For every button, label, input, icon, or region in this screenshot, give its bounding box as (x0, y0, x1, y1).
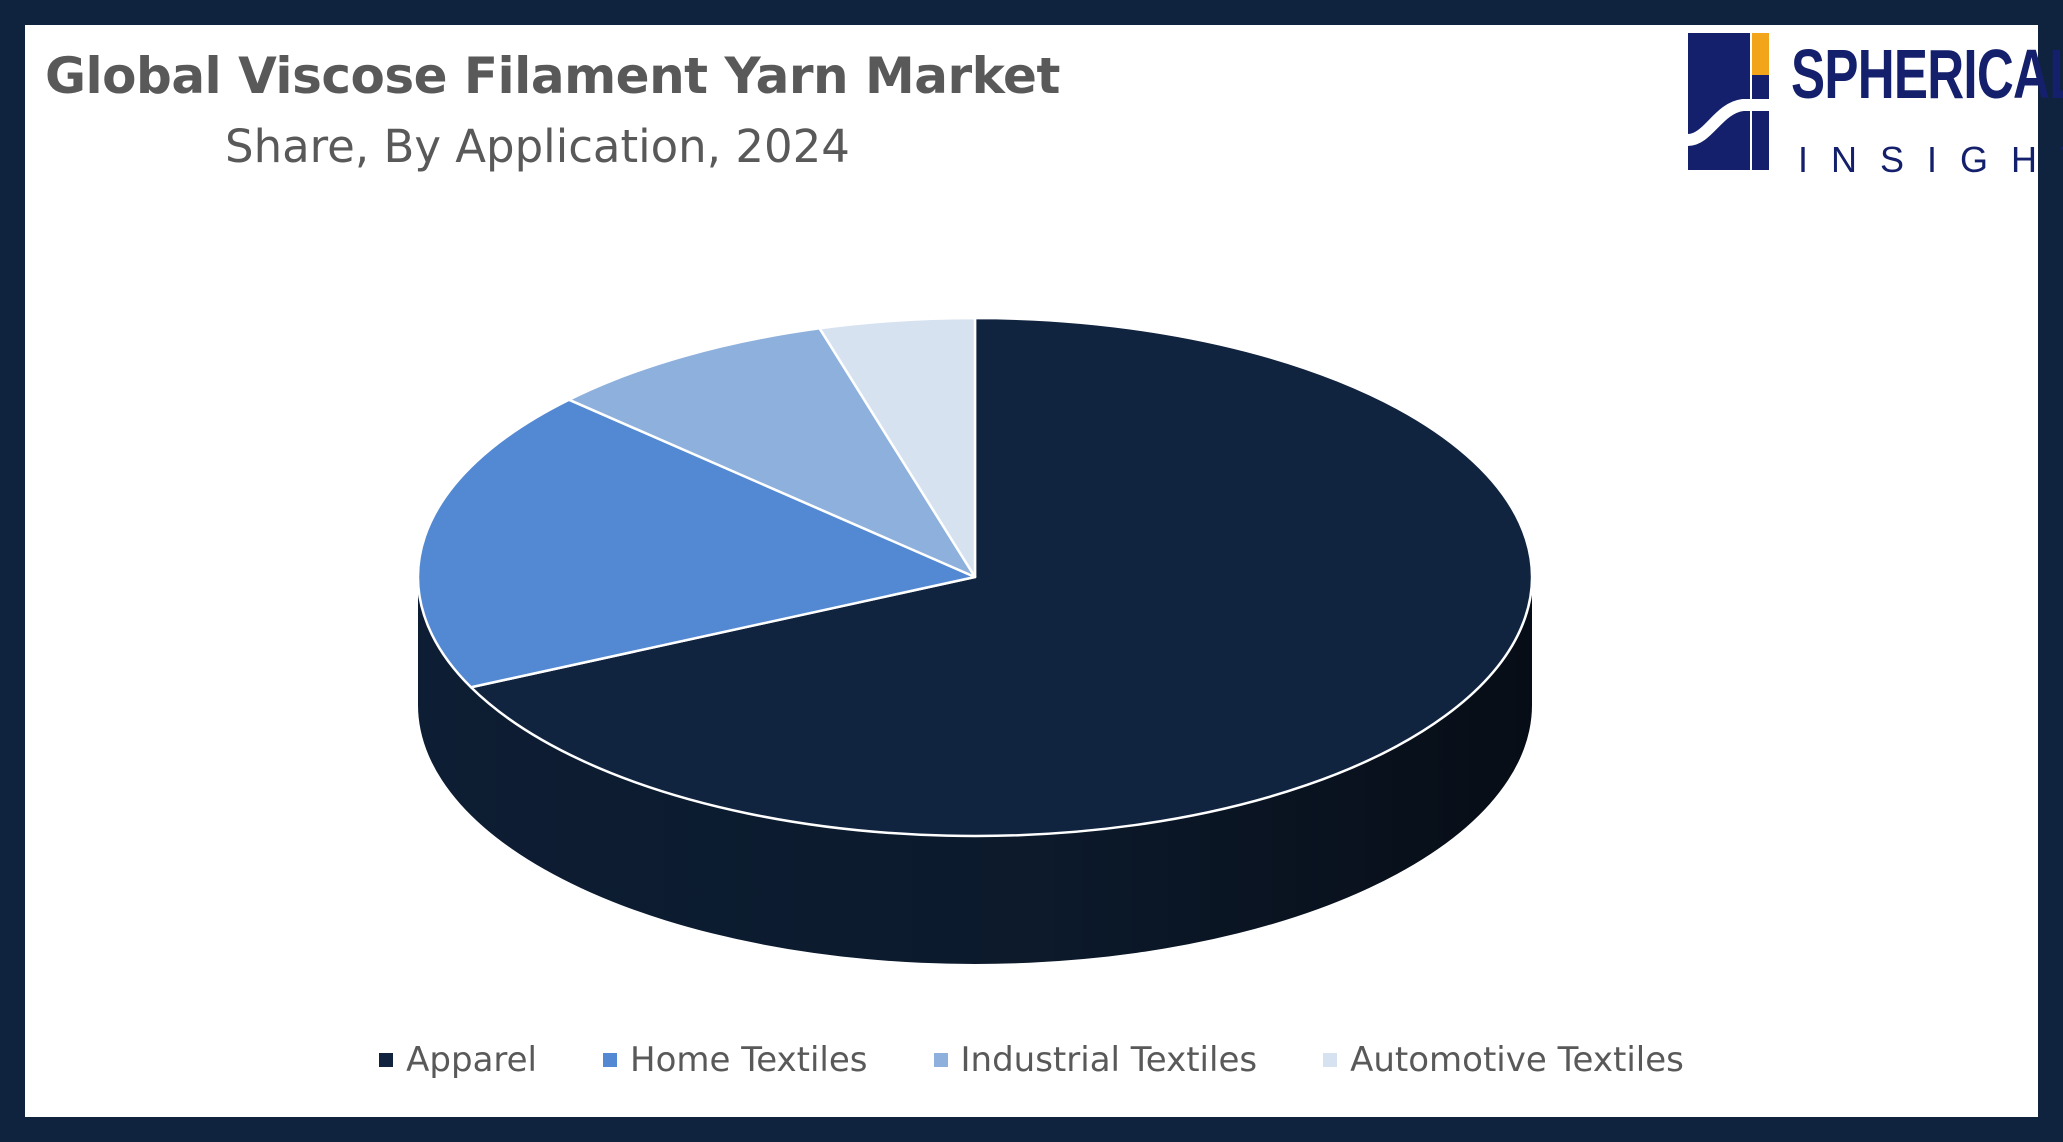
legend-item-home-textiles: Home Textiles (603, 1040, 868, 1080)
chart-frame: Global Viscose Filament Yarn Market Shar… (25, 25, 2063, 1117)
legend-swatch (1323, 1053, 1338, 1067)
legend-item-apparel: Apparel (379, 1040, 537, 1080)
legend-label: Apparel (406, 1040, 537, 1080)
logo-tagline: INSIGHTS (1798, 139, 2063, 180)
legend-label: Home Textiles (630, 1040, 868, 1080)
logo-wordmark: SPHERICAL (1791, 35, 2063, 113)
pie-side-wall (418, 577, 1532, 964)
pie-chart (416, 316, 1534, 964)
chart-subtitle: Share, By Application, 2024 (225, 120, 850, 173)
chart-title: Global Viscose Filament Yarn Market (45, 47, 1060, 105)
logo-emblem-icon (1688, 33, 1769, 170)
legend-swatch (933, 1053, 948, 1067)
pie-slice-apparel (469, 316, 1534, 838)
legend-swatch (379, 1053, 394, 1067)
legend-item-automotive-textiles: Automotive Textiles (1323, 1040, 1684, 1080)
pie-slice-home-textiles (416, 398, 977, 689)
pie-slice-industrial-textiles (567, 327, 977, 579)
chart-legend: Apparel Home Textiles Industrial Textiles A… (25, 1040, 2038, 1080)
legend-label: Industrial Textiles (960, 1040, 1258, 1080)
pie-slice-automotive-textiles (818, 316, 977, 579)
spherical-insights-logo: SPHERICAL INSIGHTS (1688, 33, 2063, 178)
legend-label: Automotive Textiles (1350, 1040, 1684, 1080)
legend-item-industrial-textiles: Industrial Textiles (933, 1040, 1258, 1080)
legend-swatch (603, 1053, 617, 1067)
